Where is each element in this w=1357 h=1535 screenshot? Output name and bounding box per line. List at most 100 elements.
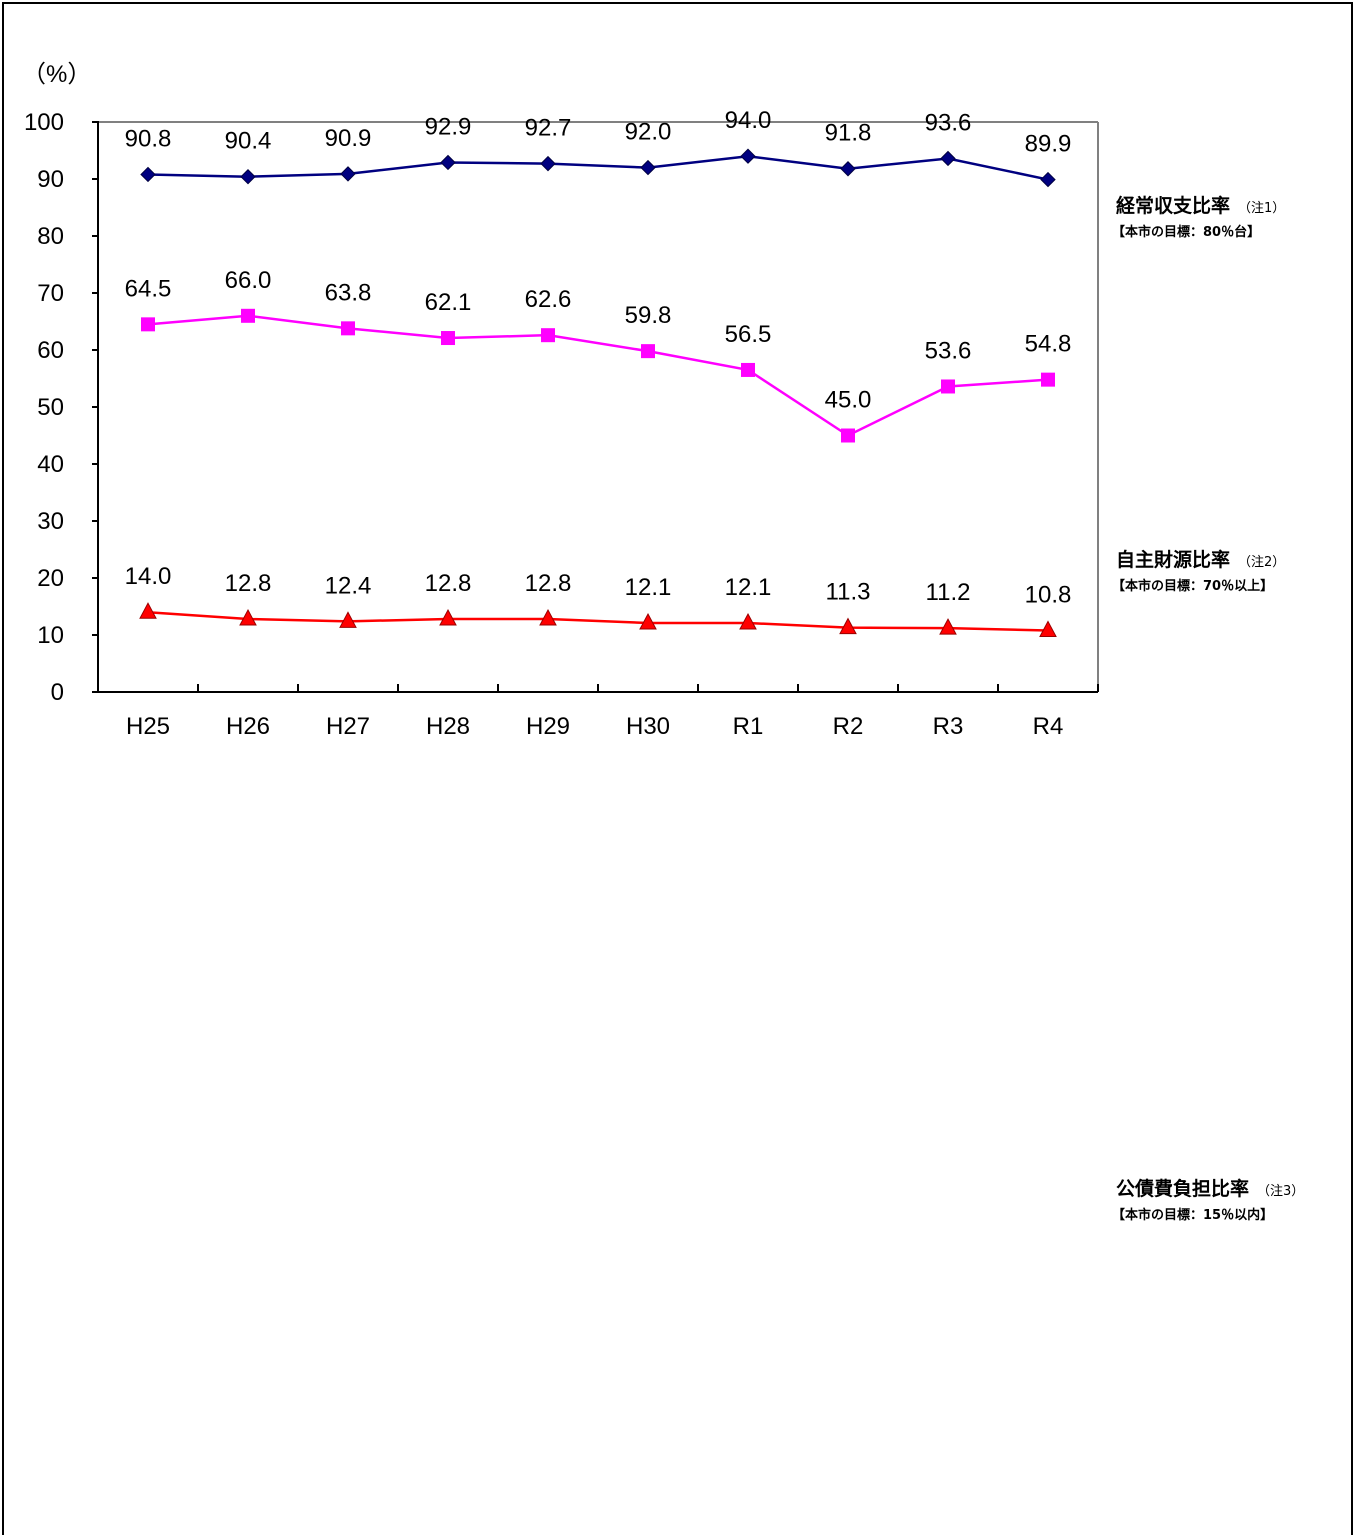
y-tick-label: 40 — [37, 451, 64, 478]
data-point — [839, 617, 857, 635]
y-tick-label: 60 — [37, 337, 64, 364]
data-point — [740, 148, 756, 164]
y-tick-label: 50 — [37, 394, 64, 421]
data-label: 12.1 — [625, 574, 672, 601]
data-label: 11.2 — [926, 579, 971, 606]
data-point — [340, 166, 356, 182]
x-tick-label: R4 — [1033, 713, 1064, 740]
data-label: 53.6 — [925, 337, 972, 364]
data-point — [341, 321, 355, 336]
data-label: 12.4 — [325, 572, 372, 599]
data-point — [840, 161, 856, 177]
data-point — [141, 317, 155, 332]
data-label: 93.6 — [925, 109, 972, 136]
data-label: 10.8 — [1025, 581, 1072, 608]
data-label: 54.8 — [1025, 331, 1072, 358]
data-point — [1041, 372, 1055, 387]
legend: 経常収支比率 （注1） 【本市の目標：80％台】自主財源比率 （注2） 【本市の目標：7… — [1112, 194, 1304, 1223]
data-point — [239, 608, 257, 626]
y-axis: 0 10 20 30 40 50 60 70 80 90 100 — [24, 109, 99, 706]
data-label: 12.8 — [425, 570, 472, 597]
legend-goal: 【本市の目標：70％以上】 — [1112, 578, 1273, 594]
series-2: 64.5 66.0 63.8 62.1 62.6 59.8 56.5 45.0 53.6 54.8 — [125, 267, 1072, 443]
y-tick-label: 70 — [37, 280, 64, 307]
legend-goal: 【本市の目標：15％以内】 — [1112, 1207, 1273, 1223]
series-1: 90.8 90.4 90.9 92.9 92.7 92.0 94.0 91.8 93.6 89.9 — [125, 107, 1072, 188]
legend-item-2: 自主財源比率 （注2） 【本市の目標：70％以上】 — [1112, 548, 1285, 594]
legend-note: （注3） — [1257, 1184, 1304, 1199]
legend-series-name: 経常収支比率 — [1116, 194, 1230, 217]
data-label: 59.8 — [625, 302, 672, 329]
data-label: 56.5 — [725, 321, 772, 348]
data-point — [539, 608, 557, 626]
data-label: 66.0 — [225, 267, 272, 294]
x-tick-label: H30 — [626, 713, 670, 740]
series-layer: 90.8 90.4 90.9 92.9 92.7 92.0 94.0 91.8 93.6 89.9… — [125, 107, 1072, 637]
data-point — [439, 608, 457, 626]
series-line — [147, 314, 1049, 437]
data-point — [841, 428, 855, 443]
data-point — [140, 166, 156, 183]
data-point — [540, 155, 556, 172]
x-tick-label: R2 — [833, 713, 864, 740]
data-label: 91.8 — [825, 120, 872, 147]
data-label: 90.9 — [325, 125, 372, 152]
legend-item-1: 経常収支比率 （注1） 【本市の目標：80％台】 — [1112, 194, 1285, 240]
y-tick-label: 90 — [37, 166, 64, 193]
data-point — [541, 328, 555, 343]
data-point — [339, 611, 357, 628]
data-label: 12.8 — [525, 570, 572, 597]
legend-series-name: 自主財源比率 — [1116, 548, 1230, 571]
x-tick-label: H27 — [326, 713, 370, 740]
data-point — [941, 379, 955, 394]
data-point — [240, 169, 256, 185]
x-axis: H25 H26 H27 H28 H29 H30 R1 R2 R3 R4 — [97, 684, 1099, 740]
x-tick-label: H25 — [126, 713, 170, 740]
data-label: 62.6 — [525, 286, 572, 313]
y-tick-label: 80 — [37, 223, 64, 250]
data-label: 90.8 — [125, 125, 172, 152]
data-point — [639, 612, 657, 630]
x-tick-label: R3 — [933, 713, 964, 740]
data-label: 11.3 — [826, 579, 871, 606]
data-point — [939, 618, 957, 635]
series-3: 14.0 12.8 12.4 12.8 12.8 12.1 12.1 11.3 11.2 10.8 — [125, 563, 1072, 637]
series-line — [147, 610, 1049, 632]
data-label: 92.9 — [425, 113, 472, 140]
legend-item-3: 公債費負担比率 （注3） 【本市の目標：15％以内】 — [1112, 1177, 1304, 1223]
data-label: 94.0 — [725, 107, 772, 134]
data-label: 12.1 — [725, 574, 772, 601]
data-label: 62.1 — [425, 289, 472, 316]
data-label: 92.0 — [625, 119, 672, 146]
data-point — [1040, 171, 1056, 188]
data-point — [940, 150, 956, 167]
data-point — [241, 308, 255, 323]
y-tick-label: 10 — [37, 622, 64, 649]
plot-area — [98, 121, 1099, 692]
data-label: 14.0 — [125, 563, 172, 590]
x-tick-label: H28 — [426, 713, 470, 740]
series-line — [147, 154, 1049, 181]
data-label: 89.9 — [1025, 131, 1072, 158]
y-tick-label: 30 — [37, 508, 64, 535]
data-point — [440, 154, 456, 171]
legend-goal: 【本市の目標：80％台】 — [1112, 224, 1260, 240]
y-tick-label: 20 — [37, 565, 64, 592]
data-label: 90.4 — [225, 128, 272, 155]
data-point — [739, 612, 757, 630]
x-tick-label: R1 — [733, 713, 764, 740]
data-point — [1039, 620, 1057, 637]
y-tick-label: 0 — [51, 679, 64, 706]
data-label: 92.7 — [525, 115, 572, 142]
legend-series-name: 公債費負担比率 — [1116, 1177, 1249, 1200]
data-point — [139, 602, 157, 619]
x-tick-label: H29 — [526, 713, 570, 740]
data-point — [641, 344, 655, 359]
data-point — [640, 159, 656, 176]
data-point — [441, 331, 455, 346]
data-label: 45.0 — [825, 387, 872, 414]
data-point — [741, 362, 755, 377]
data-label: 64.5 — [125, 275, 172, 302]
